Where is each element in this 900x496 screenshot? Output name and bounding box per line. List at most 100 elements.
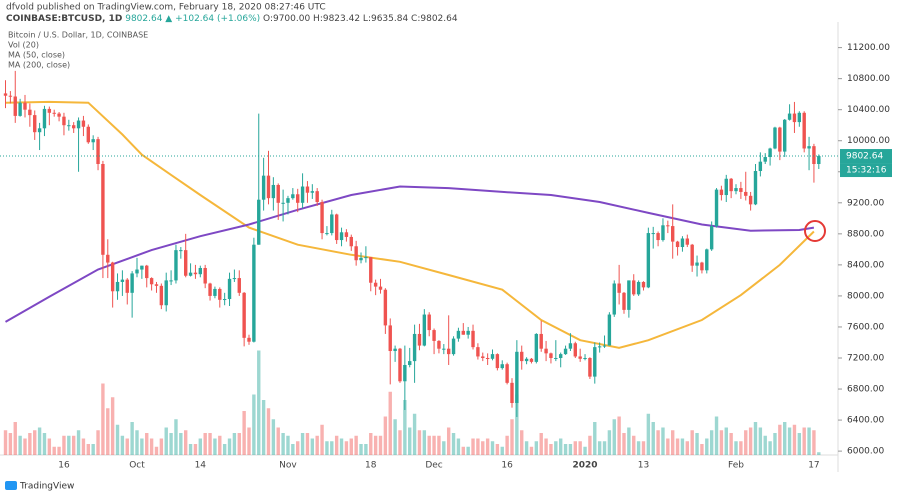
volume-bar [539,433,543,455]
volume-bar [37,427,42,455]
volume-bar [247,427,251,455]
volume-bar [544,438,548,455]
volume-bar [481,441,485,455]
volume-bar [310,438,315,455]
x-tick-label: Feb [728,461,744,471]
candle-body [140,265,144,270]
candle-body [427,314,431,331]
volume-bar [296,441,300,455]
candle-body [261,175,266,200]
volume-bar [408,427,412,455]
candle-body [193,272,198,275]
volume-bar [193,444,198,455]
candle-body [724,178,728,196]
candle-body [408,361,412,365]
volume-bar [568,444,573,455]
candle-body [768,148,772,158]
volume-bar [135,430,139,455]
volume-bar [300,433,305,455]
volume-bar [632,435,636,455]
candle-body [383,289,388,326]
candle-body [700,262,704,271]
volume-bar [461,446,465,455]
candle-body [315,191,319,203]
volume-bar [485,438,490,455]
volume-bar [266,408,271,455]
volume-bar [763,435,767,455]
volume-bar [179,433,183,455]
candle-body [286,198,290,203]
volume-bar [695,433,699,455]
candle-body [714,189,719,227]
candle-body [520,351,524,362]
volume-bar [120,435,125,455]
candle-body [597,346,602,348]
candle-body [13,96,17,116]
candle-body [602,345,607,347]
candle-body [515,351,519,404]
candle-body [578,356,582,359]
candle-body [106,254,110,263]
candle-body [188,272,193,276]
candle-body [125,279,129,293]
candle-body [252,244,256,342]
candle-body [344,232,349,237]
candle-body [364,257,368,259]
volume-bar [115,424,120,455]
volume-bar [563,444,568,455]
published-line: dfvold published on TradingView.com, Feb… [6,3,326,13]
volume-bar [198,438,203,455]
candle-body [330,214,334,234]
candle-body [690,244,694,266]
volume-bar [476,438,480,455]
volume-bar [159,438,164,455]
moving-average [5,185,815,323]
candle-body [495,354,500,369]
volume-bar [330,441,334,455]
volume-bar [403,400,407,455]
x-tick-label: Dec [425,461,442,471]
volume-bar [257,350,261,455]
countdown-label: 15:32:16 [846,166,887,176]
candle-body [271,184,276,199]
candle-body [81,120,86,127]
candle-body [485,358,490,360]
volume-bar [690,430,694,455]
candle-body [476,347,480,357]
candle-body [778,127,782,152]
last-price-label: 9802.64 [846,152,883,162]
candle-body [291,194,295,199]
volume-bar [96,430,100,455]
volume-bar [8,433,13,455]
candle-body [417,333,422,346]
candle-body [203,267,207,284]
y-tick-label: 8400.00 [847,260,884,270]
y-tick-label: 8800.00 [847,229,884,239]
volume-bar [656,430,660,455]
volume-bar [622,433,626,455]
x-tick-label: 18 [365,461,377,471]
volume-bar [807,427,811,455]
symbol-line: COINBASE:BTCUSD, 1D 9802.64 ▲ +102.64 (+… [6,14,458,24]
volume-bar [398,430,402,455]
candle-body [369,257,373,283]
x-tick-label: 16 [58,461,70,471]
volume-bar [437,435,441,455]
volume-bar [227,438,232,455]
volume-bar [549,444,553,455]
volume-bar [529,446,534,455]
candle-body [622,292,626,310]
volume-bar [778,424,782,455]
candle-body [52,112,56,114]
volume-bar [3,430,8,455]
candle-body [37,128,42,133]
candle-body [734,188,738,192]
volume-bar [237,433,241,455]
volume-bar [442,441,446,455]
volume-bar [149,438,154,455]
volume-bar [612,419,616,455]
candle-body [296,194,300,203]
candle-body [208,283,212,296]
candle-body [242,292,246,338]
candle-body [76,120,81,129]
